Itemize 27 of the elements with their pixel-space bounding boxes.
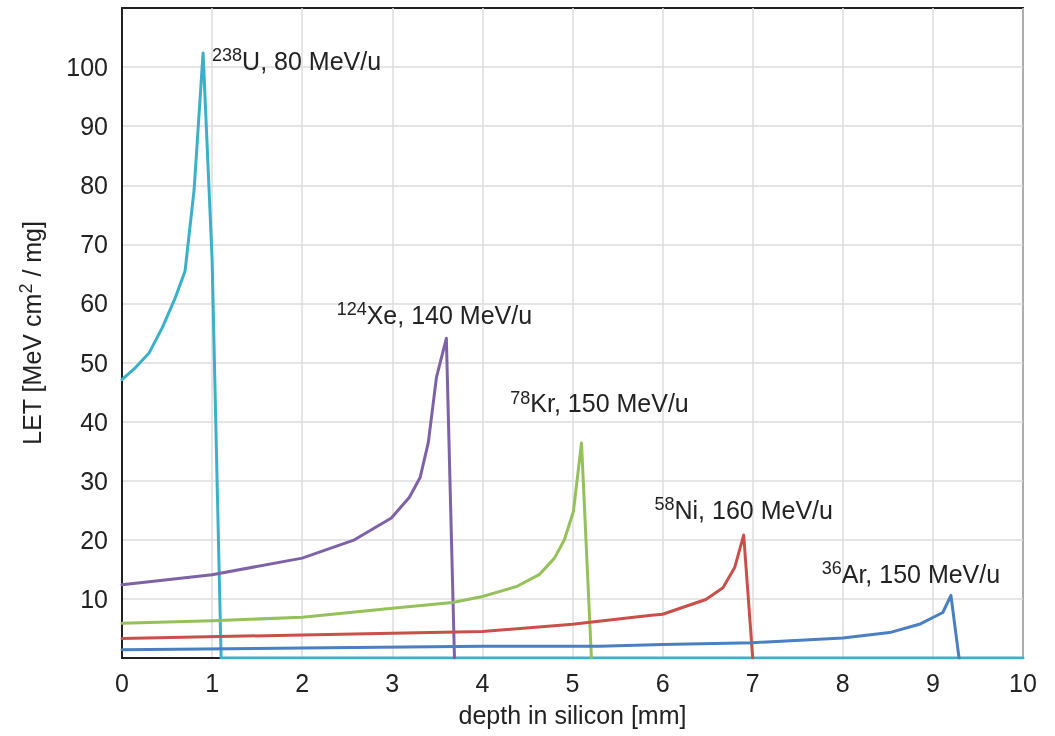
line-series	[120, 441, 593, 660]
y-tick-label: 50	[80, 348, 108, 377]
y-tick-label: 90	[80, 112, 108, 141]
x-axis-title: depth in silicon [mm]	[458, 700, 687, 729]
y-tick-label: 70	[80, 230, 108, 259]
x-tick-label: 5	[565, 668, 580, 697]
x-tick-label: 0	[115, 668, 129, 697]
line-series	[120, 593, 961, 660]
x-tick-label: 8	[835, 668, 850, 697]
x-tick-label: 7	[745, 668, 760, 697]
y-tick-label: 100	[66, 53, 108, 82]
x-tick-label: 3	[385, 668, 400, 697]
x-tick-label: 10	[1009, 668, 1037, 697]
y-tick-label: 80	[80, 171, 108, 200]
y-axis-title: LET [MeV cm2 / mg]	[16, 221, 46, 445]
line-series	[120, 336, 456, 660]
line-series	[120, 533, 755, 660]
x-tick-label: 9	[925, 668, 940, 697]
y-tick-label: 60	[80, 289, 108, 318]
x-tick-label: 4	[475, 668, 490, 697]
y-tick-label: 10	[80, 584, 108, 613]
x-tick-label: 6	[655, 668, 670, 697]
x-tick-label: 1	[205, 668, 220, 697]
x-tick-label: 2	[295, 668, 310, 697]
y-tick-label: 40	[80, 407, 108, 436]
y-tick-label: 20	[80, 525, 108, 554]
y-tick-label: 30	[80, 466, 108, 495]
